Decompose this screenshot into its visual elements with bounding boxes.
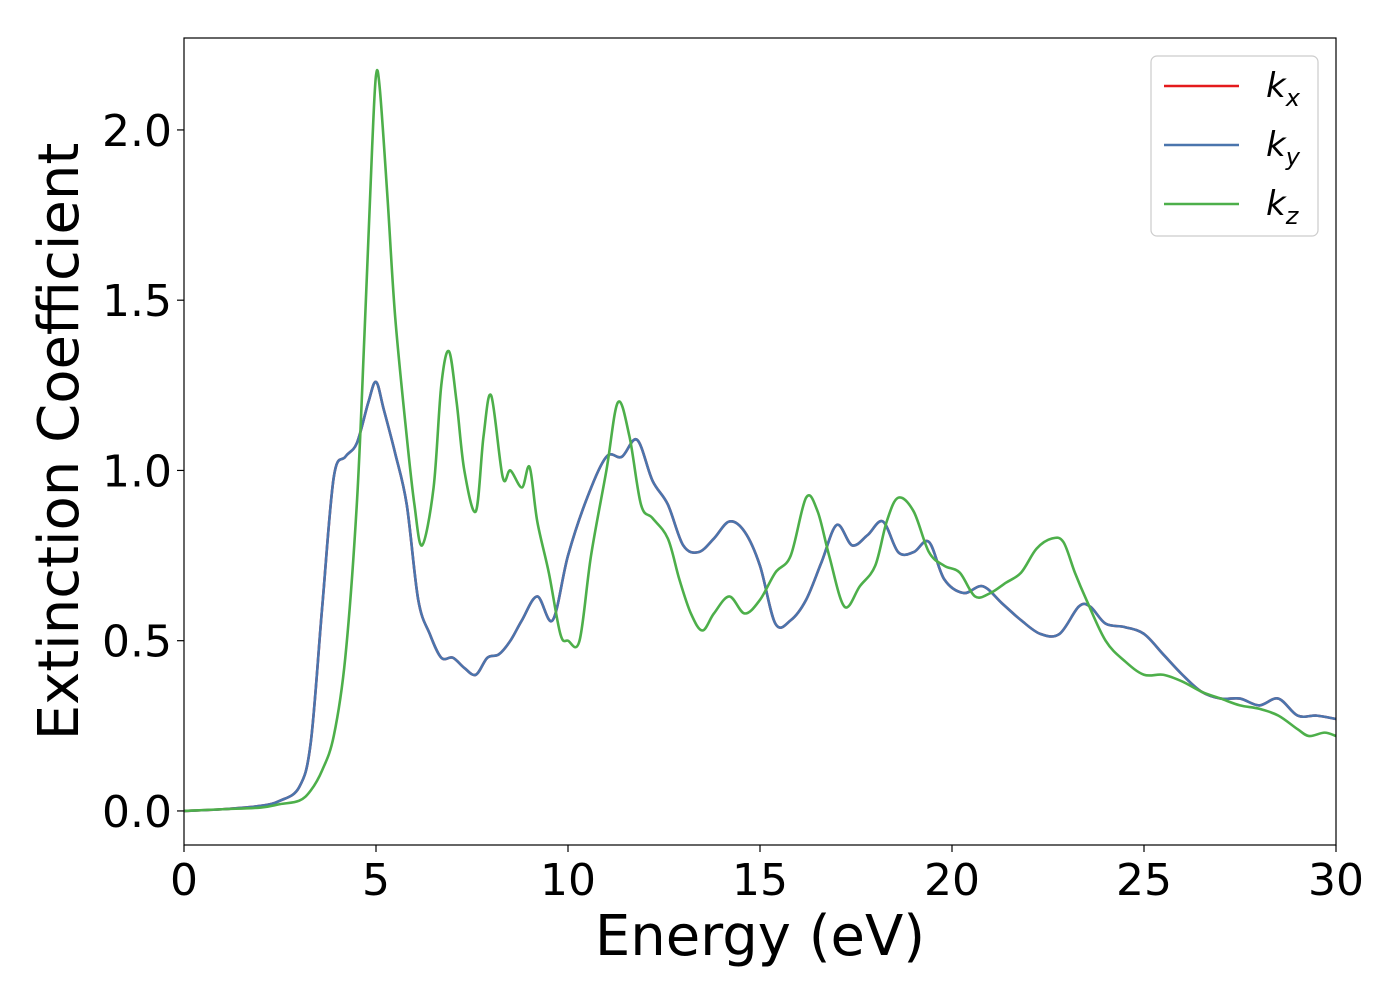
plot-area-frame — [183, 37, 1337, 846]
legend-label-kz: kz — [1266, 184, 1300, 230]
x-tick-label: 5 — [362, 855, 390, 906]
y-tick-label: 1.0 — [102, 446, 172, 497]
legend-label-kx: kx — [1266, 66, 1301, 112]
legend-label-ky: ky — [1266, 125, 1301, 171]
series-line-ky — [183, 380, 1337, 813]
legend: kx ky kz — [1150, 55, 1319, 237]
y-axis-ticks: 0.0 0.5 1.0 1.5 2.0 — [102, 106, 184, 838]
y-axis-label: Extinction Coefficient — [27, 143, 92, 741]
y-tick-label: 0.0 — [102, 787, 172, 838]
series-layer — [183, 68, 1337, 813]
x-axis-label: Energy (eV) — [595, 904, 925, 969]
x-tick-label: 20 — [924, 855, 980, 906]
series-line-kz — [183, 68, 1337, 813]
x-tick-label: 0 — [170, 855, 198, 906]
x-axis-ticks: 0 5 10 15 20 25 30 — [170, 845, 1364, 906]
x-tick-label: 10 — [540, 855, 596, 906]
y-tick-label: 0.5 — [102, 617, 172, 668]
y-tick-label: 2.0 — [102, 106, 172, 157]
x-tick-label: 25 — [1116, 855, 1172, 906]
x-tick-label: 30 — [1308, 855, 1364, 906]
x-tick-label: 15 — [732, 855, 788, 906]
y-tick-label: 1.5 — [102, 276, 172, 327]
